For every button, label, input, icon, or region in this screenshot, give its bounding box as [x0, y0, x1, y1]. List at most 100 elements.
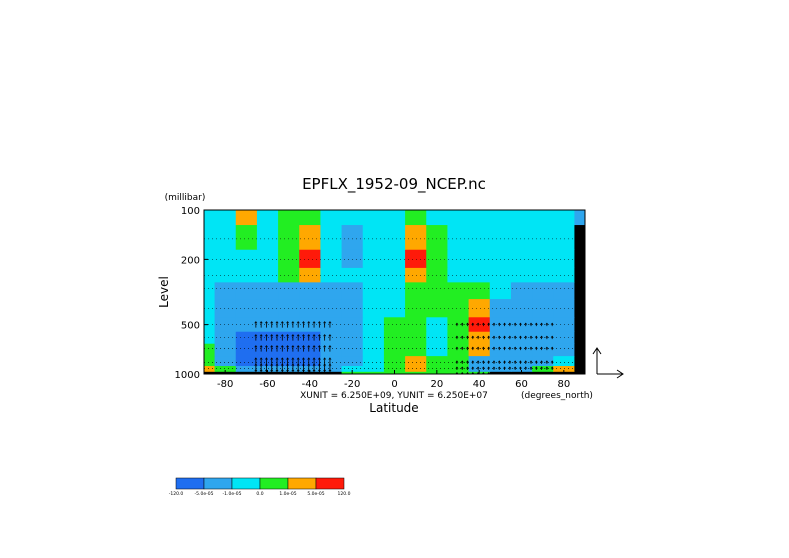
heatmap-cell [383, 298, 406, 318]
flux-arrow-head [481, 335, 485, 338]
heatmap-cell [320, 249, 343, 268]
flux-arrow-head [508, 366, 512, 369]
heatmap-cell [532, 224, 554, 250]
heatmap-cell [447, 249, 470, 268]
flux-arrow-head [270, 357, 274, 360]
heatmap-cell [489, 210, 512, 226]
flux-arrow-head [487, 346, 491, 349]
heatmap-cell [426, 281, 449, 300]
heatmap-cell [447, 224, 470, 250]
heatmap-cell [383, 224, 406, 250]
flux-arrow-head [302, 334, 305, 337]
heatmap-cell [468, 210, 491, 226]
flux-arrow-head [302, 321, 305, 324]
flux-arrow-head [550, 366, 554, 369]
flux-arrow-head [471, 360, 475, 363]
heatmap-cell [278, 343, 300, 357]
heatmap-cell [299, 224, 322, 250]
flux-arrow-head [286, 321, 290, 324]
heatmap-cell [278, 281, 300, 300]
colorbar-swatch [231, 477, 261, 490]
heatmap-cell [214, 343, 237, 357]
heatmap-cell [362, 331, 385, 344]
heatmap-cell [256, 281, 279, 300]
y-tick-label: 500 [181, 321, 200, 332]
y-axis-label: Level [157, 276, 171, 308]
heatmap-cell [426, 249, 449, 268]
heatmap-cell [383, 210, 406, 226]
heatmap-cell [426, 210, 449, 226]
flux-arrow-head [259, 345, 263, 348]
x-tick-label: 80 [557, 379, 570, 390]
flux-arrow-head [503, 335, 507, 338]
heatmap-cell [574, 267, 585, 283]
flux-arrow-head [312, 357, 316, 360]
heatmap-cell [204, 249, 216, 268]
heatmap-cell [383, 267, 406, 283]
heatmap-cell [510, 267, 533, 283]
heatmap-cell [204, 224, 216, 250]
heatmap-cell [489, 281, 512, 300]
flux-arrow-head [466, 335, 469, 338]
heatmap-cell [489, 249, 512, 268]
flux-arrow-head [529, 346, 533, 349]
heatmap-cell [553, 224, 576, 250]
heatmap-cell [299, 267, 322, 283]
flux-arrow-head [296, 334, 300, 337]
colorbar-swatch [259, 477, 289, 490]
y-axis-units: (millibar) [165, 193, 206, 203]
heatmap-cell [299, 298, 322, 318]
heatmap-cell [405, 224, 427, 250]
flux-arrow-head [460, 360, 464, 363]
heatmap-cell [426, 331, 449, 344]
flux-arrow-head [455, 346, 459, 349]
flux-arrow-head [270, 345, 274, 348]
heatmap-cell [405, 267, 427, 283]
heatmap-cell [405, 249, 427, 268]
heatmap-cell [256, 224, 279, 250]
heatmap-cell [532, 365, 554, 372]
flux-arrow-head [524, 322, 528, 325]
heatmap-cell [235, 316, 258, 332]
heatmap-cell [383, 316, 406, 332]
heatmap-cell [341, 249, 364, 268]
heatmap-cell [574, 281, 585, 300]
x-tick-label: -20 [344, 379, 360, 390]
heatmap-cell [553, 343, 576, 357]
heatmap-cell [532, 298, 554, 318]
flux-arrow-head [487, 322, 491, 325]
flux-arrow-head [497, 335, 501, 338]
heatmap-cell [278, 210, 300, 226]
heatmap-cell [532, 343, 554, 357]
heatmap-cell [299, 365, 322, 372]
heatmap-cell [489, 267, 512, 283]
heatmap-cell [447, 343, 470, 357]
heatmap-cell [383, 331, 406, 344]
flux-arrow-head [503, 366, 507, 369]
colorbar-swatch [175, 477, 205, 490]
flux-arrow-head [286, 345, 290, 348]
heatmap-cell [299, 249, 322, 268]
heatmap-cell [510, 331, 533, 344]
flux-arrow-head [280, 321, 284, 324]
heatmap-cell [553, 281, 576, 300]
colorbar-swatch [315, 477, 345, 490]
flux-arrow-head [323, 345, 327, 348]
heatmap-cell [256, 355, 279, 367]
x-tick-label: -40 [302, 379, 318, 390]
heatmap-cell [468, 267, 491, 283]
flux-arrow-head [265, 321, 268, 324]
heatmap-cell [553, 249, 576, 268]
heatmap-cell [489, 298, 512, 318]
heatmap-cell [405, 331, 427, 344]
flux-arrow-head [302, 357, 305, 360]
flux-arrow-head [460, 335, 464, 338]
heatmap-cell [320, 365, 343, 372]
heatmap-cell [214, 249, 237, 268]
heatmap-cell [341, 224, 364, 250]
heatmap-cell [489, 355, 512, 367]
heatmap-cell [362, 281, 385, 300]
heatmap-cell [278, 316, 300, 332]
flux-arrow-head [254, 321, 258, 324]
colorbar-legend: -120.0 -5.0e-05 -1.0e-05 0.0 1.0e-05 5.0e-05 1… [169, 477, 351, 497]
